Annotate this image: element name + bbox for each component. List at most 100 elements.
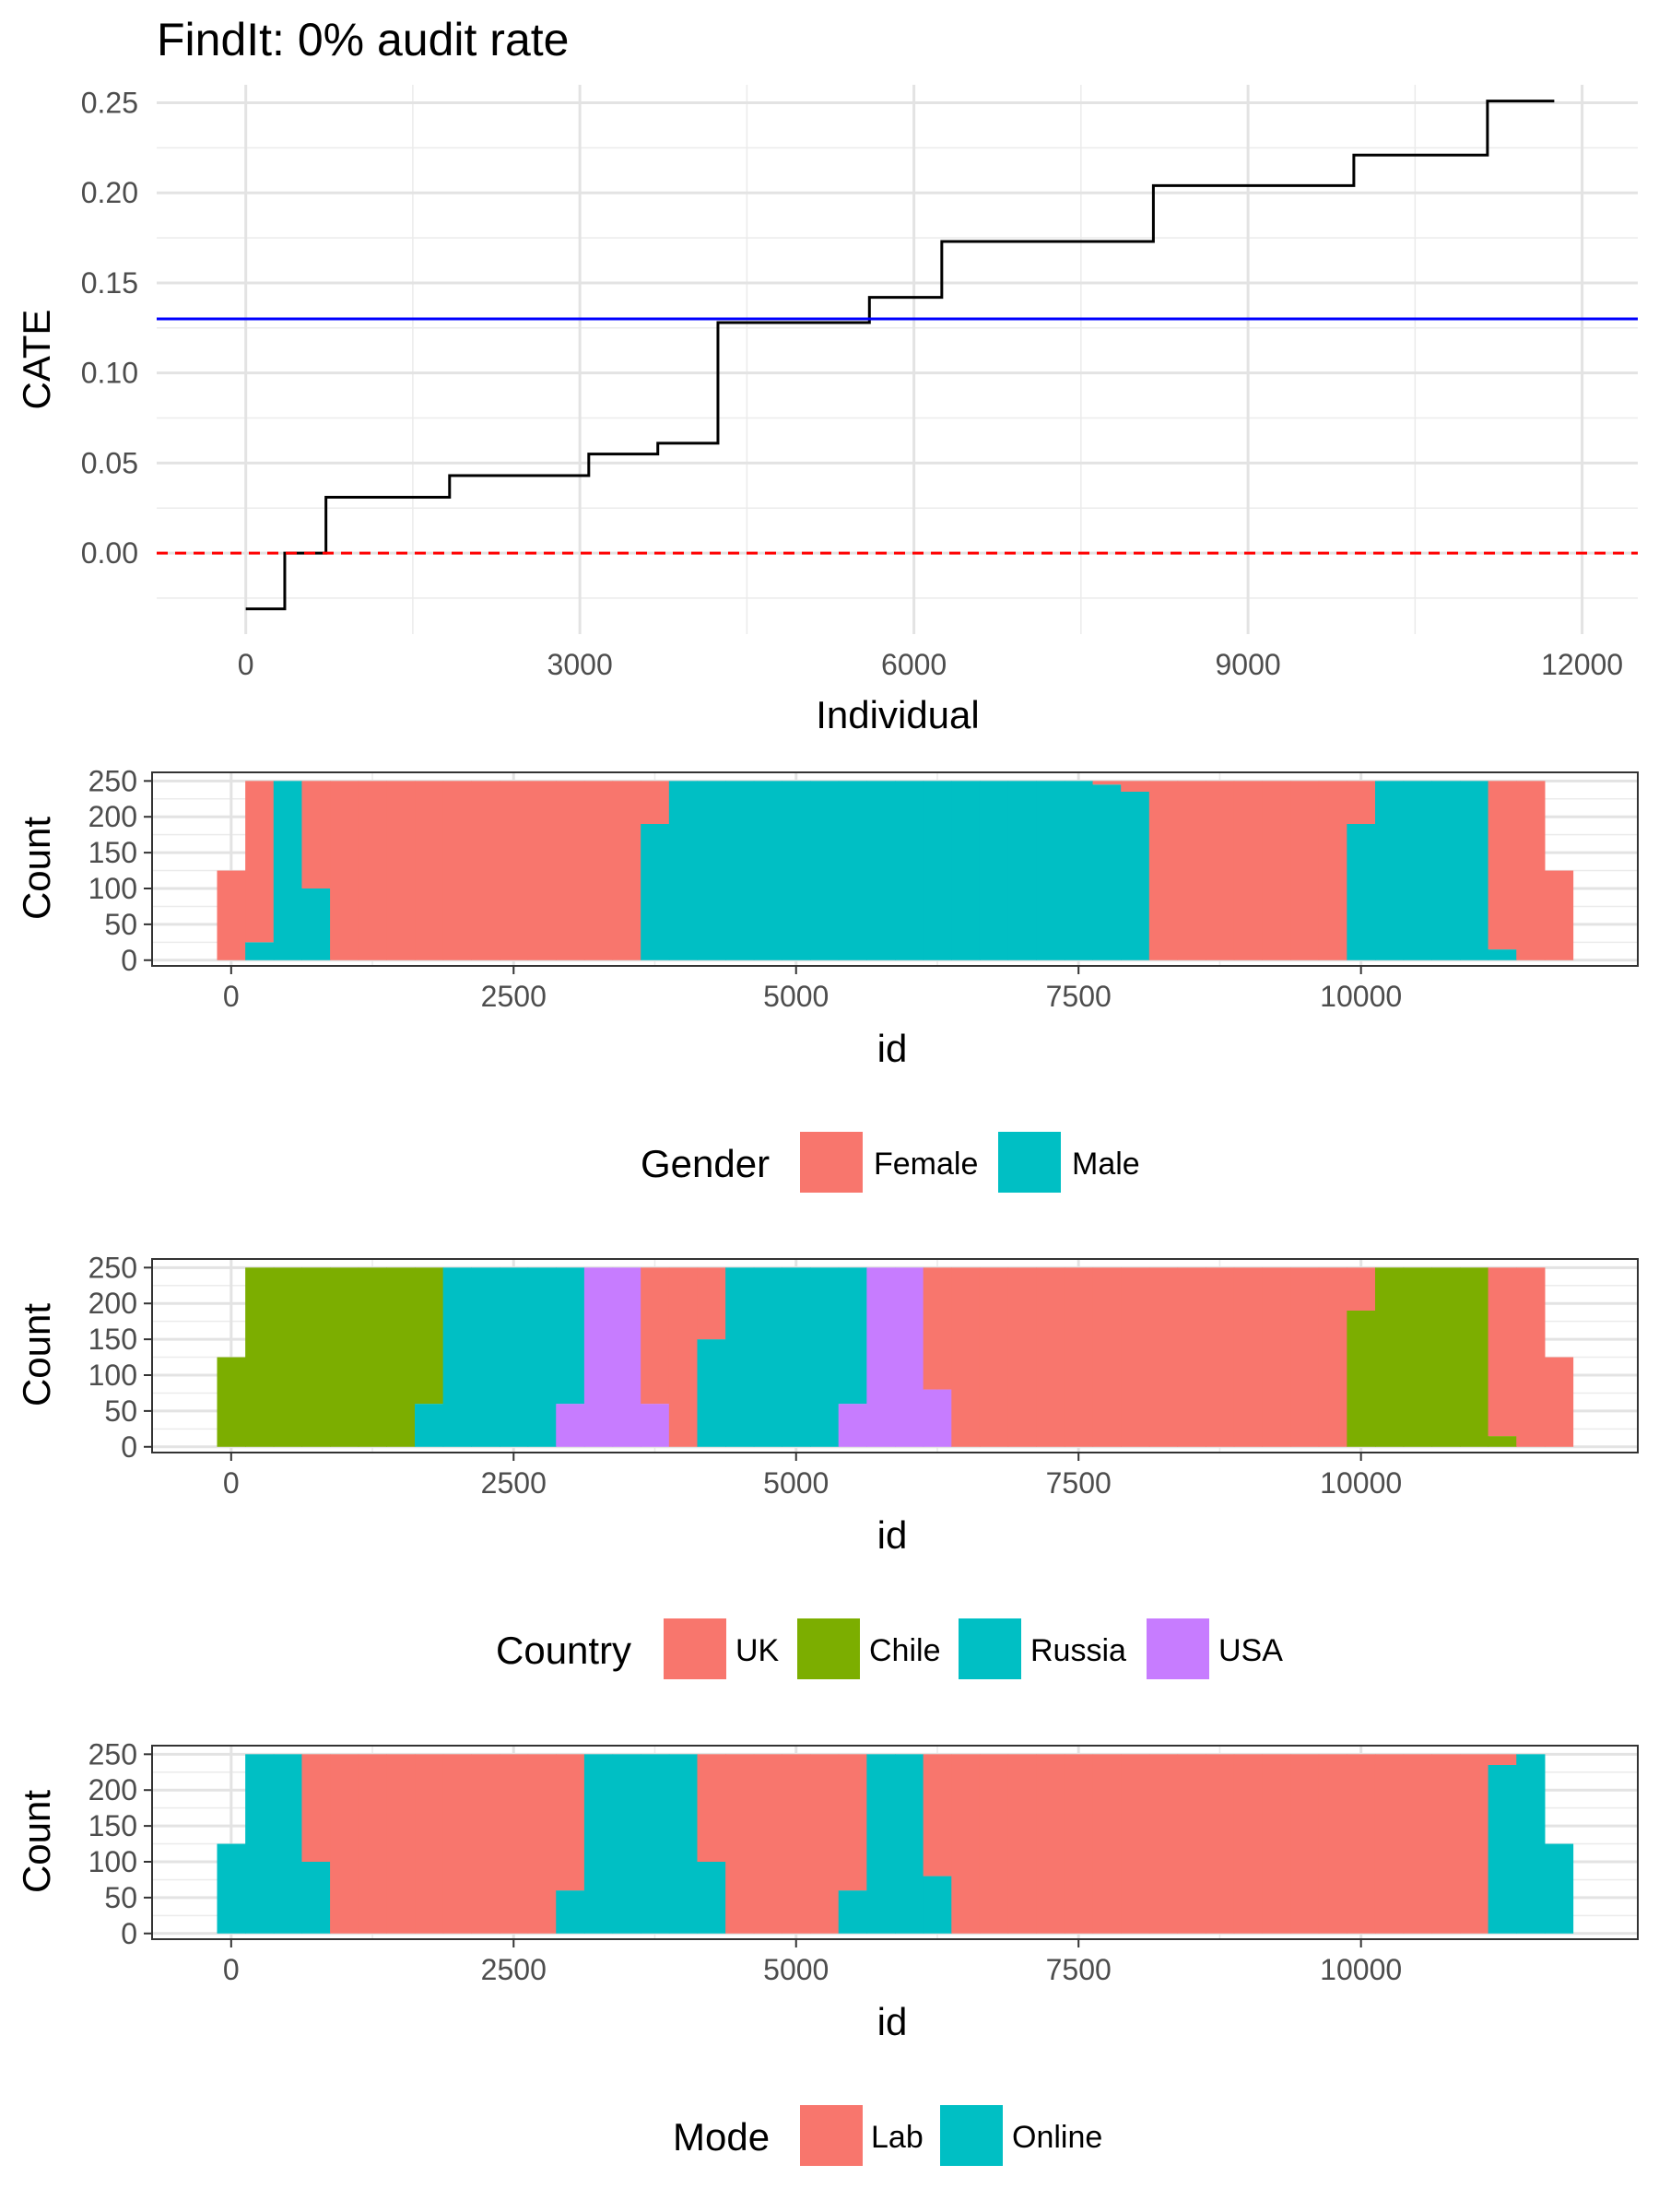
- y-tick-label: 150: [88, 836, 137, 869]
- x-tick-label: 5000: [763, 1466, 829, 1500]
- x-tick-label: 9000: [1216, 648, 1281, 681]
- histogram-bar-lab: [527, 1754, 557, 1934]
- histogram-bar-lab: [923, 1754, 952, 1877]
- legend-key-usa: [1147, 1618, 1209, 1679]
- mode-y-axis-title: Count: [15, 1790, 58, 1893]
- legend-key-male: [998, 1132, 1061, 1193]
- histogram-bar-online: [217, 1843, 246, 1934]
- histogram-bar-lab: [330, 1754, 359, 1934]
- histogram-bar-chile: [1403, 1267, 1432, 1447]
- histogram-bar-female: [612, 781, 641, 960]
- x-tick-label: 7500: [1046, 980, 1112, 1013]
- histogram-bar-lab: [1374, 1754, 1405, 1934]
- histogram-bar-lab: [1148, 1754, 1179, 1934]
- histogram-bar-online: [895, 1754, 924, 1934]
- histogram-bar-female: [641, 781, 670, 824]
- histogram-bar-female: [1092, 781, 1122, 785]
- cate-plot-area: [157, 85, 1638, 634]
- histogram-bar-chile: [358, 1267, 387, 1447]
- mode-legend: Mode Lab Online: [673, 2105, 1102, 2166]
- cate-data: [157, 100, 1638, 611]
- histogram-bar-usa: [583, 1267, 614, 1447]
- histogram-bar-chile: [386, 1267, 416, 1447]
- legend-label-male: Male: [1072, 1147, 1140, 1182]
- histogram-bar-male: [273, 781, 303, 960]
- histogram-bar-male: [1121, 792, 1150, 960]
- y-tick-label: 0.25: [81, 87, 138, 120]
- x-tick-label: 6000: [881, 648, 947, 681]
- histogram-bar-online: [838, 1890, 867, 1934]
- histogram-bar-male: [895, 781, 924, 960]
- histogram-bar-lab: [442, 1754, 472, 1934]
- legend-label-female: Female: [874, 1147, 978, 1182]
- histogram-bar-male: [866, 781, 896, 960]
- histogram-bar-female: [1544, 870, 1574, 960]
- histogram-bar-uk: [1544, 1357, 1574, 1447]
- histogram-bar-lab: [1092, 1754, 1122, 1934]
- x-tick-label: 5000: [763, 1953, 829, 1986]
- histogram-bar-male: [1064, 781, 1094, 960]
- histogram-bar-male: [951, 781, 981, 960]
- country-x-axis-title: id: [877, 1513, 908, 1557]
- y-tick-label: 200: [88, 1287, 137, 1320]
- histogram-bar-lab: [725, 1754, 755, 1934]
- histogram-bar-chile: [217, 1357, 246, 1447]
- gender-x-axis-title: id: [877, 1027, 908, 1070]
- histogram-bar-lab: [1290, 1754, 1320, 1934]
- y-tick-label: 250: [88, 764, 137, 797]
- histogram-bar-female: [1290, 781, 1320, 960]
- legend-key-online: [940, 2105, 1003, 2166]
- histogram-bar-female: [1318, 781, 1347, 960]
- histogram-bar-lab: [782, 1754, 811, 1934]
- histogram-bar-russia: [556, 1267, 585, 1405]
- histogram-bar-lab: [1318, 1754, 1347, 1934]
- histogram-bar-uk: [1121, 1267, 1150, 1447]
- x-tick-label: 10000: [1320, 1466, 1402, 1500]
- histogram-bar-lab: [556, 1754, 585, 1891]
- histogram-bar-male: [1374, 781, 1405, 960]
- histogram-bar-female: [1121, 781, 1150, 792]
- histogram-bar-female: [556, 781, 585, 960]
- histogram-bar-female: [1488, 781, 1517, 950]
- legend-key-chile: [797, 1618, 860, 1679]
- histogram-bar-usa: [866, 1267, 896, 1447]
- histogram-bar-male: [725, 781, 755, 960]
- x-tick-label: 2500: [481, 980, 547, 1013]
- histogram-bar-usa: [895, 1267, 924, 1447]
- histogram-bar-online: [612, 1754, 641, 1934]
- histogram-bar-online: [245, 1754, 275, 1934]
- histogram-bar-male: [1488, 949, 1517, 960]
- legend-label-chile: Chile: [869, 1633, 940, 1668]
- gender-bars: [217, 781, 1574, 960]
- histogram-bar-lab: [1206, 1754, 1235, 1934]
- y-axis-title: CATE: [15, 310, 58, 410]
- histogram-bar-usa: [612, 1267, 641, 1447]
- histogram-bar-male: [697, 781, 726, 960]
- histogram-bar-female: [330, 781, 359, 960]
- histogram-bar-male: [923, 781, 952, 960]
- histogram-bar-male: [1092, 784, 1122, 960]
- histogram-bar-russia: [415, 1404, 444, 1447]
- y-tick-label: 250: [88, 1737, 137, 1771]
- histogram-bar-male: [301, 888, 331, 960]
- gender-legend: Gender Female Male: [641, 1132, 1140, 1193]
- histogram-bar-female: [1177, 781, 1206, 960]
- legend-label-russia: Russia: [1030, 1633, 1126, 1668]
- histogram-bar-male: [1431, 781, 1461, 960]
- histogram-bar-lab: [951, 1754, 981, 1934]
- legend-key-lab: [800, 2105, 863, 2166]
- histogram-bar-lab: [499, 1754, 529, 1934]
- x-axis-title: Individual: [816, 693, 979, 736]
- histogram-bar-female: [527, 781, 557, 960]
- y-tick-label: 50: [104, 1394, 137, 1428]
- histogram-bar-chile: [1431, 1267, 1461, 1447]
- histogram-bar-female: [386, 781, 416, 960]
- legend-label-uk: UK: [735, 1633, 780, 1668]
- histogram-bar-lab: [1064, 1754, 1094, 1934]
- histogram-bar-uk: [1177, 1267, 1206, 1447]
- histogram-bar-uk: [641, 1267, 670, 1405]
- country-panel-border: [151, 1258, 1639, 1453]
- plot-title: FindIt: 0% audit rate: [157, 14, 569, 65]
